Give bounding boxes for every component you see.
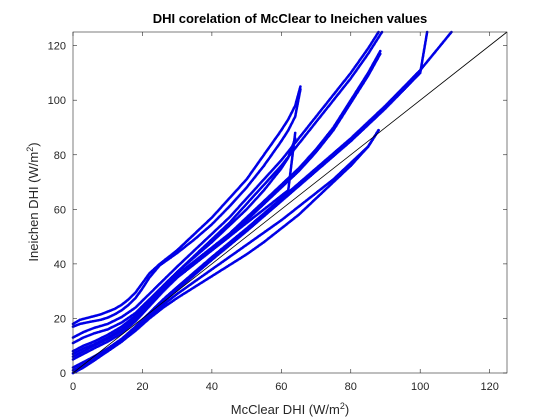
x-axis-label-prefix: McClear DHI (W/m xyxy=(231,402,340,417)
x-tick-label: 60 xyxy=(275,381,287,393)
y-tick-label: 60 xyxy=(54,204,66,216)
y-axis-label: Ineichen DHI (W/m2) xyxy=(25,142,41,261)
data-point-s0-b1 xyxy=(299,87,302,91)
data-point-s3-b1 xyxy=(293,131,297,135)
chart-title: DHI corelation of McClear to Ineichen va… xyxy=(153,11,428,26)
x-tick-label: 120 xyxy=(480,381,498,393)
x-tick-label: 20 xyxy=(136,381,148,393)
y-tick-label: 40 xyxy=(54,259,66,271)
y-axis-label-prefix: Ineichen DHI (W/m xyxy=(26,152,41,262)
data-point-s2-b0 xyxy=(378,49,382,53)
x-axis-label: McClear DHI (W/m2) xyxy=(231,401,349,417)
y-tick-label: 100 xyxy=(48,95,66,107)
x-tick-label: 0 xyxy=(70,381,76,393)
x-axis-label-suffix: ) xyxy=(345,402,349,417)
y-tick-label: 0 xyxy=(60,368,66,380)
y-tick-label: 20 xyxy=(54,313,66,325)
data-point-s2-b1 xyxy=(378,52,382,56)
x-axis-label-sup: 2 xyxy=(340,401,345,411)
y-axis-label-sup: 2 xyxy=(25,147,35,152)
plot-frame xyxy=(72,31,508,374)
y-tick-label: 120 xyxy=(48,41,66,53)
x-axis-ticks: 0 20 40 60 80 100 120 xyxy=(70,32,499,393)
y-tick-label: 80 xyxy=(54,150,66,162)
x-tick-label: 80 xyxy=(345,381,357,393)
data-points xyxy=(71,30,453,375)
y-axis-label-suffix: ) xyxy=(26,142,41,146)
x-tick-label: 100 xyxy=(411,381,429,393)
data-point-s5-b1 xyxy=(377,128,380,132)
y-axis-ticks: 0 20 40 60 80 100 120 xyxy=(48,41,507,380)
x-tick-label: 40 xyxy=(206,381,218,393)
reference-line xyxy=(72,31,508,374)
data-point-s0-b0 xyxy=(299,85,302,88)
